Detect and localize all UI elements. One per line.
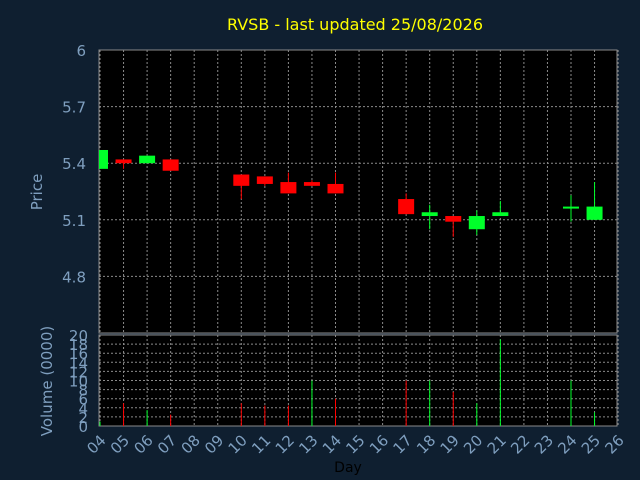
day-tick-label: 15 — [342, 431, 368, 457]
candle-body — [327, 183, 344, 194]
day-tick-label: 14 — [319, 431, 345, 457]
day-tick-label: 25 — [578, 431, 604, 457]
volume-tick-label: 10 — [69, 373, 88, 391]
grid-layer — [98, 49, 619, 427]
candle-body — [492, 212, 509, 217]
day-tick-label: 26 — [601, 431, 627, 457]
price-tick-label: 5.7 — [62, 99, 86, 117]
day-tick-label: 09 — [201, 431, 227, 457]
chart-title: RVSB - last updated 25/08/2026 — [227, 15, 483, 34]
volume-tick-label: 20 — [69, 327, 88, 345]
day-tick-label: 12 — [272, 431, 298, 457]
price-tick-label: 5.4 — [62, 155, 86, 173]
day-axis-label: Day — [334, 460, 362, 476]
volume-tick-label: 14 — [69, 354, 88, 372]
day-tick-label: 13 — [295, 431, 321, 457]
day-tick-label: 22 — [507, 431, 533, 457]
price-panel-border — [98, 49, 618, 334]
price-tick-label: 5.1 — [62, 212, 86, 230]
day-tick-label: 07 — [154, 431, 180, 457]
day-tick-label: 21 — [484, 431, 510, 457]
candle-body — [256, 176, 273, 184]
candle-body — [139, 155, 156, 164]
candle-body — [115, 159, 132, 164]
volume-tick-label: 12 — [69, 363, 88, 381]
day-tick-label: 17 — [389, 431, 415, 457]
volume-axis-label: Volume (0000) — [38, 326, 56, 436]
candle-body — [162, 159, 179, 171]
volume-tick-label: 16 — [69, 345, 88, 363]
day-tick-label: 20 — [460, 431, 486, 457]
volume-tick-label: 4 — [78, 400, 88, 418]
price-panel — [99, 50, 617, 333]
volume-tick-label: 8 — [78, 382, 88, 400]
price-axis-label: Price — [28, 174, 46, 211]
volume-panel — [99, 335, 617, 426]
candle-body — [398, 199, 415, 215]
volume-tick-label: 6 — [78, 391, 88, 409]
day-tick-label: 16 — [366, 431, 392, 457]
day-tick-label: 10 — [225, 431, 251, 457]
day-tick-label: 08 — [178, 431, 204, 457]
volume-tick-label: 0 — [78, 418, 88, 436]
price-tick-label: 6 — [76, 42, 86, 60]
candle-body — [586, 206, 603, 220]
day-tick-label: 24 — [554, 431, 580, 457]
volume-panel-border — [98, 334, 618, 427]
price-tick-label: 4.8 — [62, 268, 86, 286]
candle-body — [280, 182, 297, 194]
day-tick-label: 23 — [531, 431, 557, 457]
volume-tick-label: 18 — [69, 336, 88, 354]
candle-body — [99, 149, 108, 169]
marks-layer — [99, 149, 603, 426]
candle-body — [445, 216, 462, 222]
day-tick-label: 11 — [248, 431, 274, 457]
candle-body — [563, 206, 579, 209]
candle-body — [468, 216, 485, 230]
day-tick-label: 06 — [130, 431, 156, 457]
candle-body — [233, 174, 250, 186]
candle-body — [303, 182, 320, 186]
day-tick-label: 05 — [107, 431, 133, 457]
day-tick-label: 19 — [437, 431, 463, 457]
day-tick-label: 18 — [413, 431, 439, 457]
volume-tick-label: 2 — [78, 409, 88, 427]
candle-body — [421, 212, 438, 217]
